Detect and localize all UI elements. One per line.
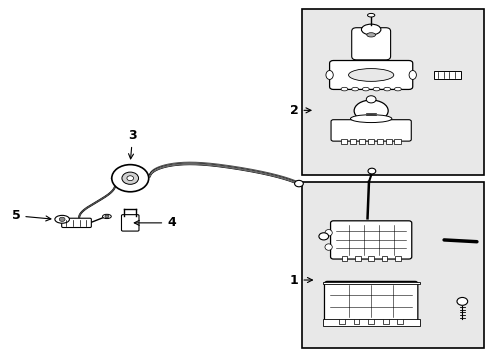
Bar [322, 282, 419, 284]
Ellipse shape [348, 69, 393, 81]
Circle shape [112, 165, 148, 192]
Ellipse shape [362, 87, 368, 91]
Bar [382, 319, 388, 324]
Bar [354, 256, 360, 261]
Bar [376, 139, 382, 144]
Ellipse shape [353, 100, 387, 121]
Ellipse shape [325, 244, 331, 250]
Circle shape [318, 233, 328, 240]
Bar [433, 71, 460, 80]
Bar [367, 139, 373, 144]
Bar [358, 139, 365, 144]
Bar [338, 319, 344, 324]
Bar [394, 256, 400, 261]
Circle shape [127, 176, 133, 181]
Bar [301, 9, 483, 175]
FancyBboxPatch shape [61, 218, 91, 228]
Bar [385, 139, 391, 144]
Ellipse shape [351, 87, 358, 91]
Ellipse shape [350, 115, 391, 122]
Circle shape [59, 217, 65, 221]
Circle shape [367, 168, 375, 174]
Bar [322, 319, 419, 326]
FancyBboxPatch shape [324, 282, 417, 321]
Bar [353, 319, 359, 324]
Text: 3: 3 [128, 129, 137, 159]
Ellipse shape [102, 214, 111, 219]
Circle shape [122, 172, 138, 184]
Ellipse shape [367, 13, 374, 17]
FancyBboxPatch shape [330, 221, 411, 259]
Bar [340, 139, 346, 144]
Ellipse shape [383, 87, 390, 91]
Ellipse shape [372, 87, 379, 91]
Bar [341, 256, 346, 261]
Ellipse shape [55, 215, 69, 223]
FancyBboxPatch shape [330, 120, 410, 141]
Bar [394, 139, 400, 144]
Ellipse shape [361, 24, 380, 35]
Ellipse shape [325, 230, 331, 236]
Bar [301, 182, 483, 348]
Ellipse shape [408, 71, 415, 80]
Bar [367, 256, 373, 261]
Text: 2: 2 [289, 104, 310, 117]
Bar [397, 319, 403, 324]
Text: 5: 5 [12, 209, 51, 222]
Bar [367, 319, 373, 324]
FancyBboxPatch shape [351, 28, 390, 60]
Circle shape [105, 215, 109, 218]
Bar [349, 139, 356, 144]
Ellipse shape [325, 71, 332, 80]
Circle shape [456, 297, 467, 305]
Circle shape [366, 96, 375, 103]
Text: 1: 1 [289, 274, 312, 287]
Text: 4: 4 [134, 216, 176, 229]
Ellipse shape [366, 33, 375, 37]
Ellipse shape [394, 87, 401, 91]
Ellipse shape [340, 87, 347, 91]
FancyBboxPatch shape [329, 60, 412, 89]
Circle shape [294, 180, 303, 187]
FancyBboxPatch shape [121, 215, 139, 231]
Bar [381, 256, 386, 261]
